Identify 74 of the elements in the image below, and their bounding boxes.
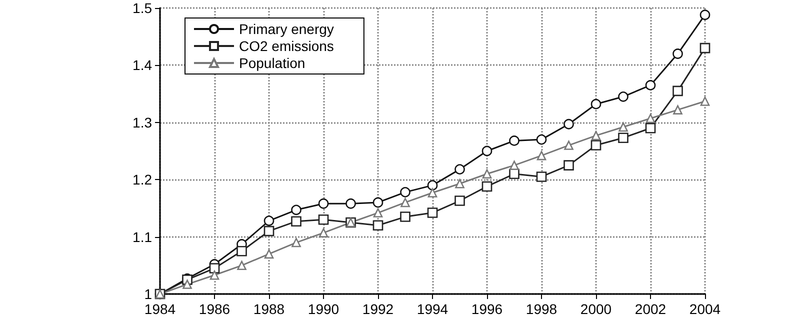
point (454, 196, 465, 206)
y-tick-label: 1.4 (132, 57, 152, 74)
point (427, 208, 438, 218)
point (591, 130, 601, 140)
point (618, 92, 628, 102)
point (590, 140, 602, 150)
x-tick-label: 1996 (471, 301, 503, 317)
x-tick-label: 1990 (308, 301, 340, 317)
point (400, 212, 410, 222)
point (236, 246, 247, 256)
point (536, 150, 546, 160)
x-tick-label: 1984 (144, 301, 176, 317)
point (618, 132, 628, 143)
point (672, 48, 683, 59)
y-tick-label: 1.2 (132, 172, 152, 188)
x-tick-label: 1988 (253, 301, 285, 317)
point (210, 270, 220, 280)
point (428, 188, 438, 198)
x-tick-label: 2004 (689, 301, 721, 317)
point (373, 208, 383, 218)
point (700, 96, 710, 106)
point (318, 214, 329, 225)
point (700, 10, 710, 20)
point (318, 198, 329, 209)
y-tick-label: 1 (144, 286, 152, 302)
point (237, 260, 246, 270)
point (645, 80, 656, 90)
point (536, 172, 547, 182)
point (427, 180, 438, 190)
point (264, 216, 274, 226)
point (536, 134, 547, 145)
point (509, 168, 520, 180)
point (264, 226, 274, 236)
point (590, 98, 602, 110)
point (509, 136, 520, 146)
point (291, 216, 302, 227)
point (510, 160, 519, 170)
legend-label: Primary energy (239, 21, 334, 37)
point (346, 198, 356, 209)
point (454, 164, 465, 174)
y-tick-label: 1.1 (132, 228, 152, 245)
point (482, 146, 492, 156)
point (482, 169, 492, 179)
y-tick-label: 1.3 (132, 114, 152, 130)
point (618, 122, 628, 132)
legend-label: Population (239, 55, 306, 71)
y-tick-label: 1.5 (132, 0, 152, 16)
x-tick-label: 2000 (580, 301, 612, 317)
point (318, 228, 328, 238)
x-tick-label: 1998 (526, 301, 558, 317)
point (564, 118, 574, 130)
x-tick-label: 1994 (416, 301, 448, 317)
point (400, 198, 410, 208)
point (700, 42, 710, 54)
point (182, 280, 192, 289)
point (291, 204, 302, 216)
point (564, 140, 574, 150)
point (564, 160, 574, 170)
point (372, 220, 384, 231)
point (673, 105, 682, 114)
point (209, 263, 220, 274)
point (482, 181, 492, 192)
point (400, 187, 410, 198)
point (672, 86, 683, 96)
legend-label: CO2 emissions (239, 38, 334, 54)
point (646, 114, 656, 124)
point (292, 238, 301, 248)
point (372, 197, 384, 208)
point (455, 178, 464, 188)
point (264, 249, 274, 259)
x-tick-label: 1986 (198, 301, 230, 317)
point (645, 122, 656, 134)
x-tick-label: 1992 (362, 301, 394, 317)
x-tick-label: 2002 (634, 301, 666, 317)
